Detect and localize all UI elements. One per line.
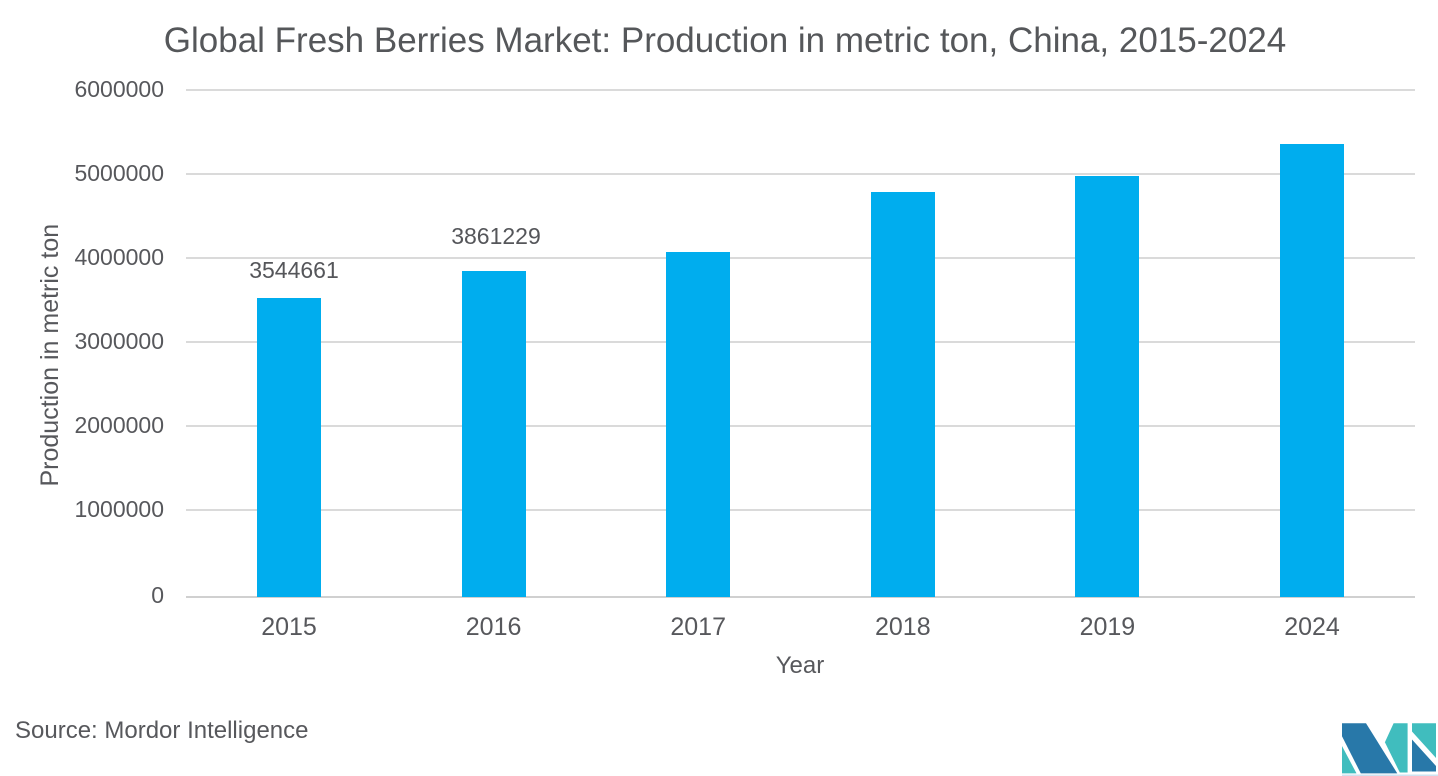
svg-text:Production in metric ton: Production in metric ton bbox=[36, 224, 64, 487]
